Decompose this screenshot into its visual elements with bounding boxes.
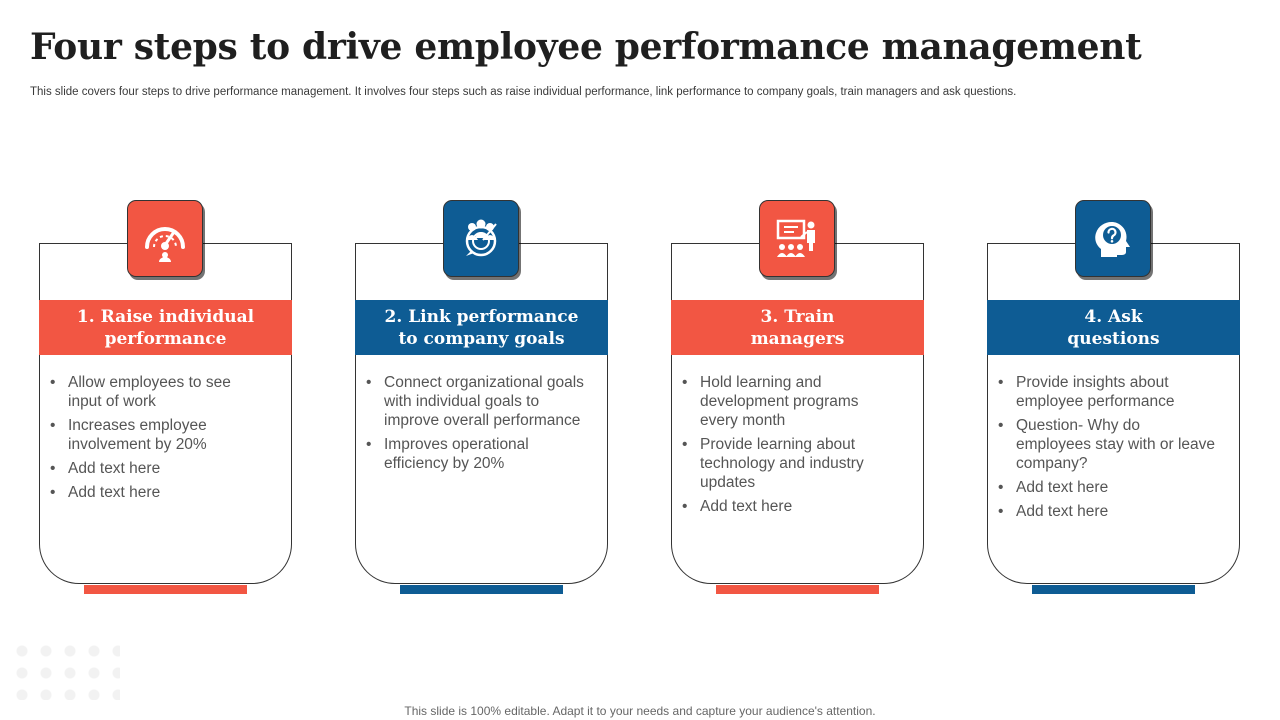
step-icon-box-2	[443, 200, 519, 277]
step-heading-4: 4. Ask questions	[987, 300, 1240, 355]
step-card-4	[987, 243, 1240, 584]
step-bullets-1: Allow employees to see input of work Inc…	[40, 373, 268, 507]
speedometer-icon	[145, 226, 185, 262]
step-heading-line: performance	[104, 328, 227, 349]
step-heading-line: questions	[1067, 328, 1160, 349]
list-item: Question- Why do employees stay with or …	[988, 416, 1216, 473]
step-card-1	[39, 243, 292, 584]
step-bullets-4: Provide insights about employee performa…	[988, 373, 1216, 526]
step-heading-2: 2. Link performance to company goals	[355, 300, 608, 355]
list-item: Hold learning and development programs e…	[672, 373, 900, 430]
step-card-accent-bar	[84, 585, 247, 594]
list-item: Increases employee involvement by 20%	[40, 416, 268, 454]
step-heading-1: 1. Raise individual performance	[39, 300, 292, 355]
step-heading-line: 4. Ask	[1084, 306, 1143, 327]
step-icon-box-1	[127, 200, 203, 277]
presentation-training-icon	[776, 219, 815, 257]
step-card-accent-bar	[1032, 585, 1195, 594]
step-card-accent-bar	[716, 585, 879, 594]
page-subtitle: This slide covers four steps to drive pe…	[30, 86, 1017, 98]
list-item: Add text here	[40, 483, 268, 502]
list-item: Add text here	[988, 478, 1216, 497]
step-heading-line: 3. Train	[760, 306, 835, 327]
step-heading-line: 2. Link performance	[384, 306, 579, 327]
head-question-icon	[1095, 221, 1130, 257]
team-target-icon	[465, 219, 497, 256]
list-item: Allow employees to see input of work	[40, 373, 268, 411]
step-heading-line: managers	[750, 328, 845, 349]
step-icon-box-3	[759, 200, 835, 277]
list-item: Add text here	[672, 497, 900, 516]
step-heading-line: to company goals	[398, 328, 565, 349]
step-heading-line: 1. Raise individual	[76, 306, 255, 327]
footer-note: This slide is 100% editable. Adapt it to…	[404, 704, 876, 718]
list-item: Improves operational efficiency by 20%	[356, 435, 584, 473]
page-title: Four steps to drive employee performance…	[30, 26, 1142, 68]
list-item: Connect organizational goals with indivi…	[356, 373, 584, 430]
step-card-accent-bar	[400, 585, 563, 594]
list-item: Provide learning about technology and in…	[672, 435, 900, 492]
step-bullets-3: Hold learning and development programs e…	[672, 373, 900, 521]
step-bullets-2: Connect organizational goals with indivi…	[356, 373, 584, 478]
list-item: Provide insights about employee performa…	[988, 373, 1216, 411]
list-item: Add text here	[988, 502, 1216, 521]
step-icon-box-4	[1075, 200, 1151, 277]
decorative-dot-grid	[10, 640, 120, 700]
list-item: Add text here	[40, 459, 268, 478]
step-heading-3: 3. Train managers	[671, 300, 924, 355]
